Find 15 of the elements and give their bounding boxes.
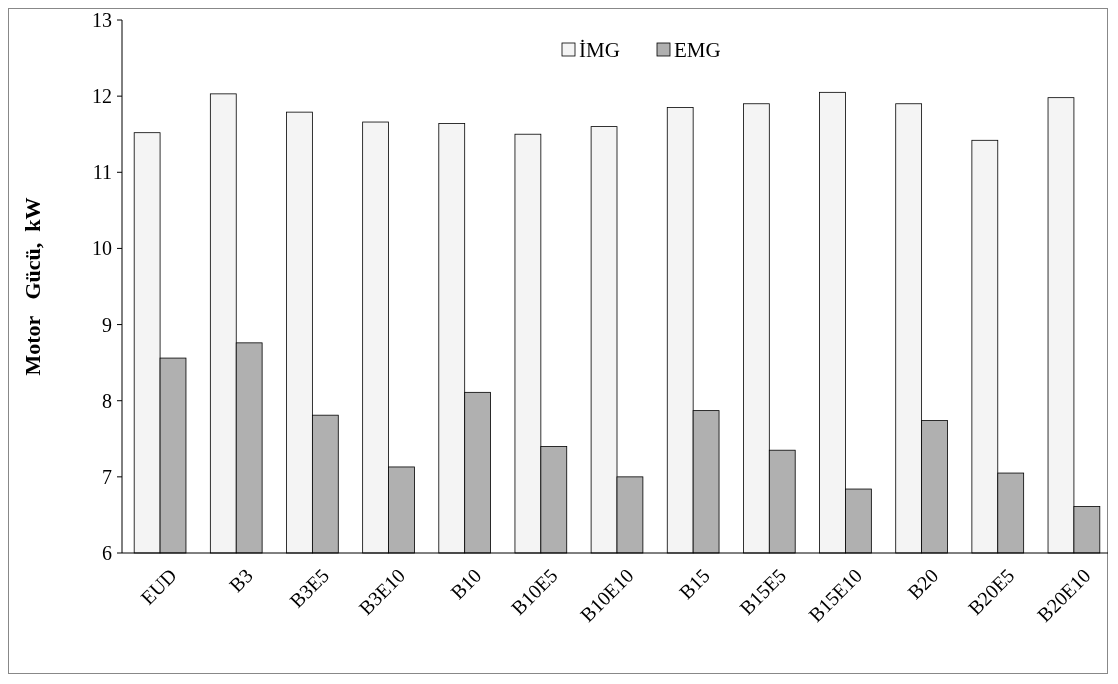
y-tick-label: 13 [92, 9, 112, 31]
x-tick-label: B15 [674, 564, 714, 604]
y-tick-label: 9 [102, 313, 112, 336]
x-tick-label: B10 [446, 564, 486, 604]
legend-label: İMG [579, 38, 620, 63]
y-tick-label: 8 [102, 389, 112, 412]
x-tick-label: B3 [224, 564, 257, 597]
x-tick-label: B20 [903, 564, 943, 604]
y-tick-label: 6 [102, 542, 112, 564]
y-tick-label: 10 [92, 237, 112, 260]
y-tick-label: 12 [92, 85, 112, 108]
y-axis-title: Motor Gücü, kW [20, 197, 45, 376]
y-tick-label: 7 [102, 465, 112, 488]
legend-label: EMG [674, 38, 721, 63]
y-tick-label: 11 [92, 161, 112, 184]
